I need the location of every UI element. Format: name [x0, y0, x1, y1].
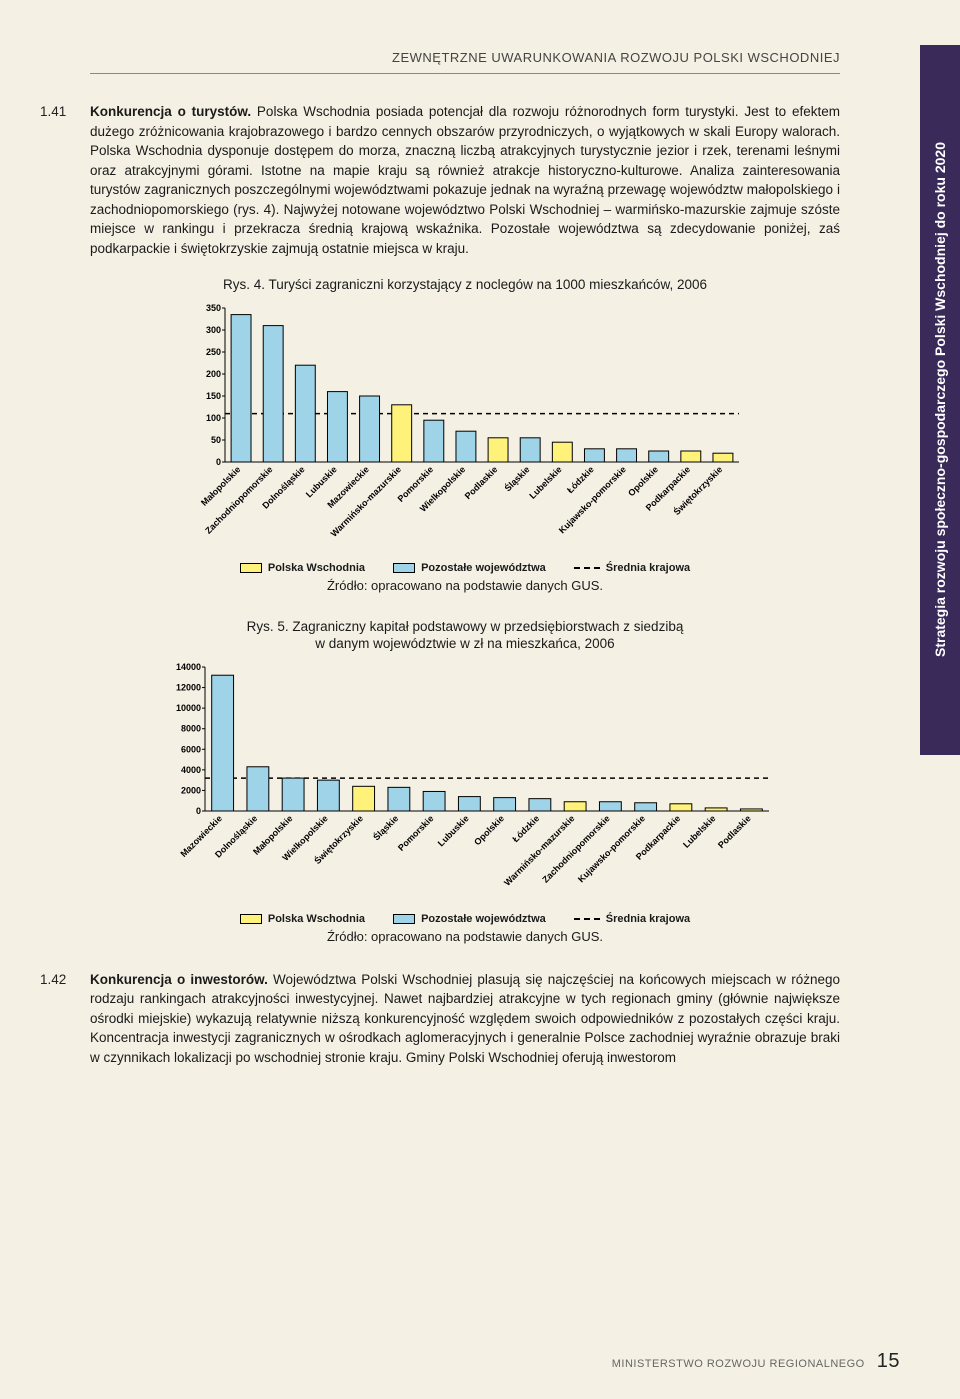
para-lead: Konkurencja o turystów.: [90, 104, 251, 119]
svg-text:14000: 14000: [176, 662, 201, 672]
legend-mean: Średnia krajowa: [574, 913, 690, 925]
legend-east: Polska Wschodnia: [240, 913, 365, 925]
footer-label: MINISTERSTWO ROZWOJU REGIONALNEGO: [612, 1358, 865, 1370]
svg-text:50: 50: [211, 435, 221, 445]
svg-text:Kujawsko-pomorskie: Kujawsko-pomorskie: [557, 464, 628, 535]
svg-text:250: 250: [206, 347, 221, 357]
fig4-caption: Rys. 4. Turyści zagraniczni korzystający…: [90, 277, 840, 292]
svg-text:150: 150: [206, 391, 221, 401]
svg-text:Lubuskie: Lubuskie: [436, 813, 471, 848]
svg-text:4000: 4000: [181, 764, 201, 774]
para-body: Polska Wschodnia posiada potencjał dla r…: [90, 104, 840, 256]
svg-text:8000: 8000: [181, 723, 201, 733]
swatch-other: [393, 563, 415, 573]
header-rule: [90, 73, 840, 74]
svg-text:Podlaskie: Podlaskie: [463, 464, 500, 501]
svg-text:200: 200: [206, 369, 221, 379]
svg-text:Łódzkie: Łódzkie: [511, 813, 542, 844]
legend-mean-label: Średnia krajowa: [606, 562, 690, 574]
running-header: ZEWNĘTRZNE UWARUNKOWANIA ROZWOJU POLSKI …: [90, 50, 840, 65]
fig4-source: Źródło: opracowano na podstawie danych G…: [90, 578, 840, 593]
swatch-east: [240, 563, 262, 573]
legend-other: Pozostałe województwa: [393, 562, 546, 574]
fig4-legend: Polska Wschodnia Pozostałe województwa Ś…: [90, 562, 840, 574]
legend-mean-label: Średnia krajowa: [606, 913, 690, 925]
page-content: ZEWNĘTRZNE UWARUNKOWANIA ROZWOJU POLSKI …: [0, 0, 910, 1123]
svg-text:12000: 12000: [176, 682, 201, 692]
fig4-chart-wrap: 050100150200250300350MałopolskieZachodni…: [90, 302, 840, 552]
svg-text:Zachodniopomorskie: Zachodniopomorskie: [540, 813, 611, 884]
side-tab: Strategia rozwoju społeczno-gospodarczeg…: [920, 45, 960, 755]
fig5-source: Źródło: opracowano na podstawie danych G…: [90, 929, 840, 944]
legend-east-label: Polska Wschodnia: [268, 913, 365, 925]
svg-text:2000: 2000: [181, 785, 201, 795]
legend-other-label: Pozostałe województwa: [421, 562, 546, 574]
para-number: 1.42: [40, 970, 66, 990]
svg-text:Śląskie: Śląskie: [371, 812, 401, 842]
svg-text:0: 0: [196, 806, 201, 816]
dash-icon: [574, 567, 600, 569]
svg-text:300: 300: [206, 325, 221, 335]
fig5-chart: 02000400060008000100001200014000Mazowiec…: [155, 661, 775, 903]
svg-text:Warmińsko-mazurskie: Warmińsko-mazurskie: [502, 813, 576, 887]
paragraph-1-41: 1.41 Konkurencja o turystów. Polska Wsch…: [90, 102, 840, 259]
svg-text:10000: 10000: [176, 703, 201, 713]
swatch-other: [393, 914, 415, 924]
dash-icon: [574, 918, 600, 920]
svg-text:6000: 6000: [181, 744, 201, 754]
fig5-caption-l2: w danym województwie w zł na mieszkańca,…: [90, 636, 840, 651]
legend-other: Pozostałe województwa: [393, 913, 546, 925]
svg-text:350: 350: [206, 303, 221, 313]
fig4-chart: 050100150200250300350MałopolskieZachodni…: [185, 302, 745, 552]
svg-text:Śląskie: Śląskie: [502, 463, 532, 493]
svg-text:Podlaskie: Podlaskie: [716, 813, 753, 850]
legend-east-label: Polska Wschodnia: [268, 562, 365, 574]
legend-other-label: Pozostałe województwa: [421, 913, 546, 925]
page-footer: MINISTERSTWO ROZWOJU REGIONALNEGO 15: [612, 1350, 900, 1373]
svg-text:Opolskie: Opolskie: [472, 813, 506, 847]
page-number: 15: [877, 1350, 900, 1373]
svg-text:Łódzkie: Łódzkie: [565, 464, 596, 495]
svg-text:Kujawsko-pomorskie: Kujawsko-pomorskie: [576, 813, 647, 884]
fig5-chart-wrap: 02000400060008000100001200014000Mazowiec…: [90, 661, 840, 903]
swatch-east: [240, 914, 262, 924]
para-number: 1.41: [40, 102, 66, 122]
svg-text:100: 100: [206, 413, 221, 423]
fig5-legend: Polska Wschodnia Pozostałe województwa Ś…: [90, 913, 840, 925]
para-lead: Konkurencja o inwestorów.: [90, 972, 268, 987]
fig5-caption-l1: Rys. 5. Zagraniczny kapitał podstawowy w…: [90, 619, 840, 634]
svg-text:Pomorskie: Pomorskie: [396, 813, 436, 853]
svg-text:Lubelskie: Lubelskie: [681, 813, 717, 849]
svg-text:0: 0: [216, 457, 221, 467]
paragraph-1-42: 1.42 Konkurencja o inwestorów. Województ…: [90, 970, 840, 1068]
svg-text:Lubelskie: Lubelskie: [527, 464, 563, 500]
legend-east: Polska Wschodnia: [240, 562, 365, 574]
legend-mean: Średnia krajowa: [574, 562, 690, 574]
